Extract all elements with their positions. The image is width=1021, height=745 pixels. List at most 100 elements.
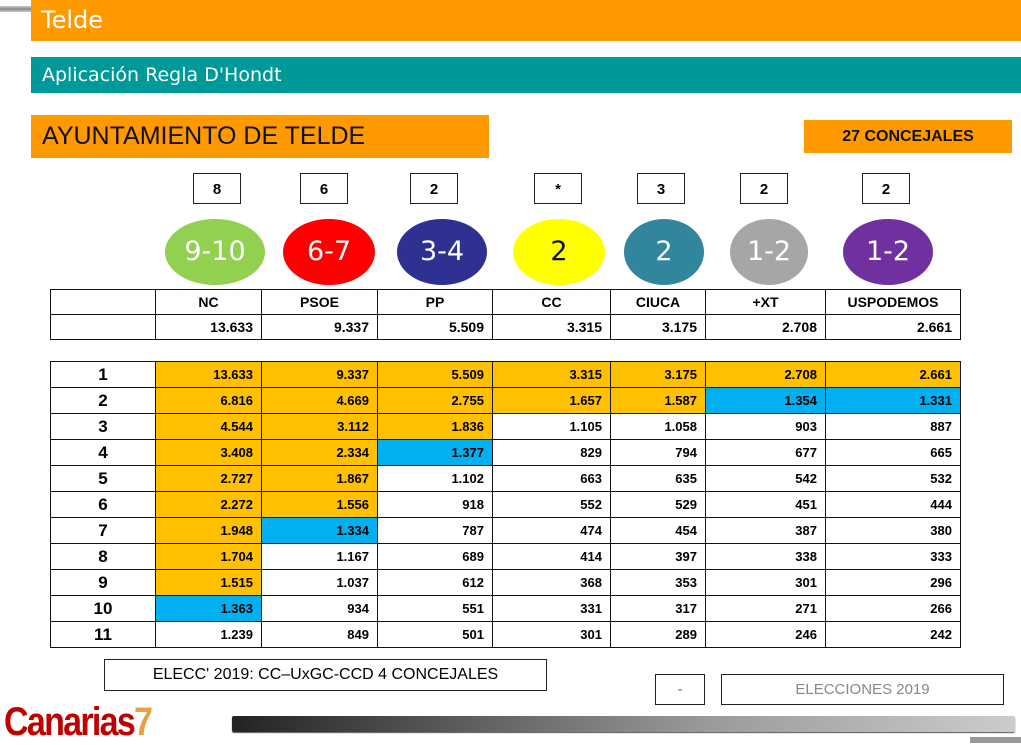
quotient-cell: 2.755 — [377, 387, 493, 414]
quotient-cell: 2.727 — [155, 465, 262, 492]
divisor: 7 — [50, 517, 156, 544]
quotient-cell: 1.239 — [155, 621, 262, 648]
quotient-cell: 663 — [492, 465, 611, 492]
quotient-cell: 1.363 — [155, 595, 262, 622]
divisor: 6 — [50, 491, 156, 518]
seat-range-ellipse-6: 1-2 — [843, 219, 933, 285]
quotient-cell: 331 — [492, 595, 611, 622]
quotient-cell: 1.102 — [377, 465, 493, 492]
party-name: CIUCA — [610, 289, 706, 315]
divisor: 2 — [50, 387, 156, 414]
quotient-cell: 317 — [610, 595, 706, 622]
quotient-cell: 3.175 — [610, 361, 706, 388]
quotient-cell: 4.544 — [155, 413, 262, 440]
quotient-cell: 13.633 — [155, 361, 262, 388]
quotient-cell: 918 — [377, 491, 493, 518]
quotient-cell: 380 — [825, 517, 961, 544]
seat-range-ellipse-0: 9-10 — [165, 219, 265, 285]
quotient-cell: 474 — [492, 517, 611, 544]
party-votes: 9.337 — [261, 314, 378, 340]
quotient-cell: 552 — [492, 491, 611, 518]
divisor: 1 — [50, 361, 156, 388]
quotient-cell: 787 — [377, 517, 493, 544]
seat-range-ellipse-5: 1-2 — [730, 219, 808, 285]
divisor: 10 — [50, 595, 156, 622]
quotient-cell: 296 — [825, 569, 961, 596]
quotient-cell: 1.037 — [261, 569, 378, 596]
divisor: 9 — [50, 569, 156, 596]
table-row: 6 2.272 1.556 918 552 529 451 444 — [50, 491, 961, 518]
quotient-cell: 1.377 — [377, 439, 493, 466]
quotient-cell: 1.334 — [261, 517, 378, 544]
quotient-cell: 849 — [261, 621, 378, 648]
seats-box-0: 8 — [193, 173, 241, 204]
quotient-cell: 1.331 — [825, 387, 961, 414]
table-row: 5 2.727 1.867 1.102 663 635 542 532 — [50, 465, 961, 492]
quotient-cell: 301 — [705, 569, 826, 596]
divisor: 4 — [50, 439, 156, 466]
quotient-cell: 1.556 — [261, 491, 378, 518]
quotient-cell: 532 — [825, 465, 961, 492]
quotient-cell: 2.334 — [261, 439, 378, 466]
quotient-cell: 934 — [261, 595, 378, 622]
table-row: 3 4.544 3.112 1.836 1.105 1.058 903 887 — [50, 413, 961, 440]
quotient-cell: 1.105 — [492, 413, 611, 440]
seats-box-4: 3 — [637, 173, 685, 204]
quotient-cell: 1.354 — [705, 387, 826, 414]
table-row: 1 13.633 9.337 5.509 3.315 3.175 2.708 2.661 — [50, 361, 961, 388]
quotient-cell: 451 — [705, 491, 826, 518]
quotient-cell: 1.836 — [377, 413, 493, 440]
seat-range-ellipse-3: 2 — [513, 219, 605, 285]
quotient-cell: 266 — [825, 595, 961, 622]
party-name: PSOE — [261, 289, 378, 315]
decorative-bar — [232, 716, 1015, 732]
seats-box-3: * — [534, 173, 582, 204]
quotient-cell: 242 — [825, 621, 961, 648]
quotient-cell: 1.167 — [261, 543, 378, 570]
canarias7-logo: Canarias7 — [4, 700, 153, 744]
table-row: 2 6.816 4.669 2.755 1.657 1.587 1.354 1.331 — [50, 387, 961, 414]
section-title: AYUNTAMIENTO DE TELDE — [31, 115, 489, 158]
quotient-cell: 338 — [705, 543, 826, 570]
quotient-cell: 1.948 — [155, 517, 262, 544]
divisor: 11 — [50, 621, 156, 648]
quotient-cell: 4.669 — [261, 387, 378, 414]
quotient-cell: 677 — [705, 439, 826, 466]
quotient-cell: 1.657 — [492, 387, 611, 414]
previous-election-note: ELECC' 2019: CC–UxGC-CCD 4 CONCEJALES — [104, 659, 547, 691]
party-name: PP — [377, 289, 493, 315]
party-name: CC — [492, 289, 611, 315]
quotient-cell: 5.509 — [377, 361, 493, 388]
quotient-cell: 551 — [377, 595, 493, 622]
subtitle-bar: Aplicación Regla D'Hondt — [31, 57, 1021, 93]
quotient-cell: 1.867 — [261, 465, 378, 492]
party-votes: 3.315 — [492, 314, 611, 340]
blank-cell — [50, 289, 156, 315]
quotient-cell: 289 — [610, 621, 706, 648]
quotient-cell: 6.816 — [155, 387, 262, 414]
table-row: 10 1.363 934 551 331 317 271 266 — [50, 595, 961, 622]
party-votes: 2.708 — [705, 314, 826, 340]
quotient-cell: 1.704 — [155, 543, 262, 570]
seat-range-ellipse-4: 2 — [624, 219, 704, 285]
seats-box-1: 6 — [300, 173, 348, 204]
party-name: NC — [155, 289, 262, 315]
blank-cell — [50, 314, 156, 340]
quotient-cell: 246 — [705, 621, 826, 648]
quotient-cell: 353 — [610, 569, 706, 596]
quotient-cell: 397 — [610, 543, 706, 570]
table-row: 7 1.948 1.334 787 474 454 387 380 — [50, 517, 961, 544]
quotient-cell: 444 — [825, 491, 961, 518]
divisor: 8 — [50, 543, 156, 570]
party-votes: 5.509 — [377, 314, 493, 340]
quotient-cell: 1.515 — [155, 569, 262, 596]
quotient-cell: 635 — [610, 465, 706, 492]
party-votes: 3.175 — [610, 314, 706, 340]
quotient-cell: 829 — [492, 439, 611, 466]
total-seats-label: 27 CONCEJALES — [804, 120, 1012, 153]
seats-box-5: 2 — [740, 173, 788, 204]
quotient-cell: 387 — [705, 517, 826, 544]
table-row: 11 1.239 849 501 301 289 246 242 — [50, 621, 961, 648]
seat-range-ellipse-1: 6-7 — [283, 219, 375, 285]
title-bar: Telde — [31, 0, 1021, 41]
